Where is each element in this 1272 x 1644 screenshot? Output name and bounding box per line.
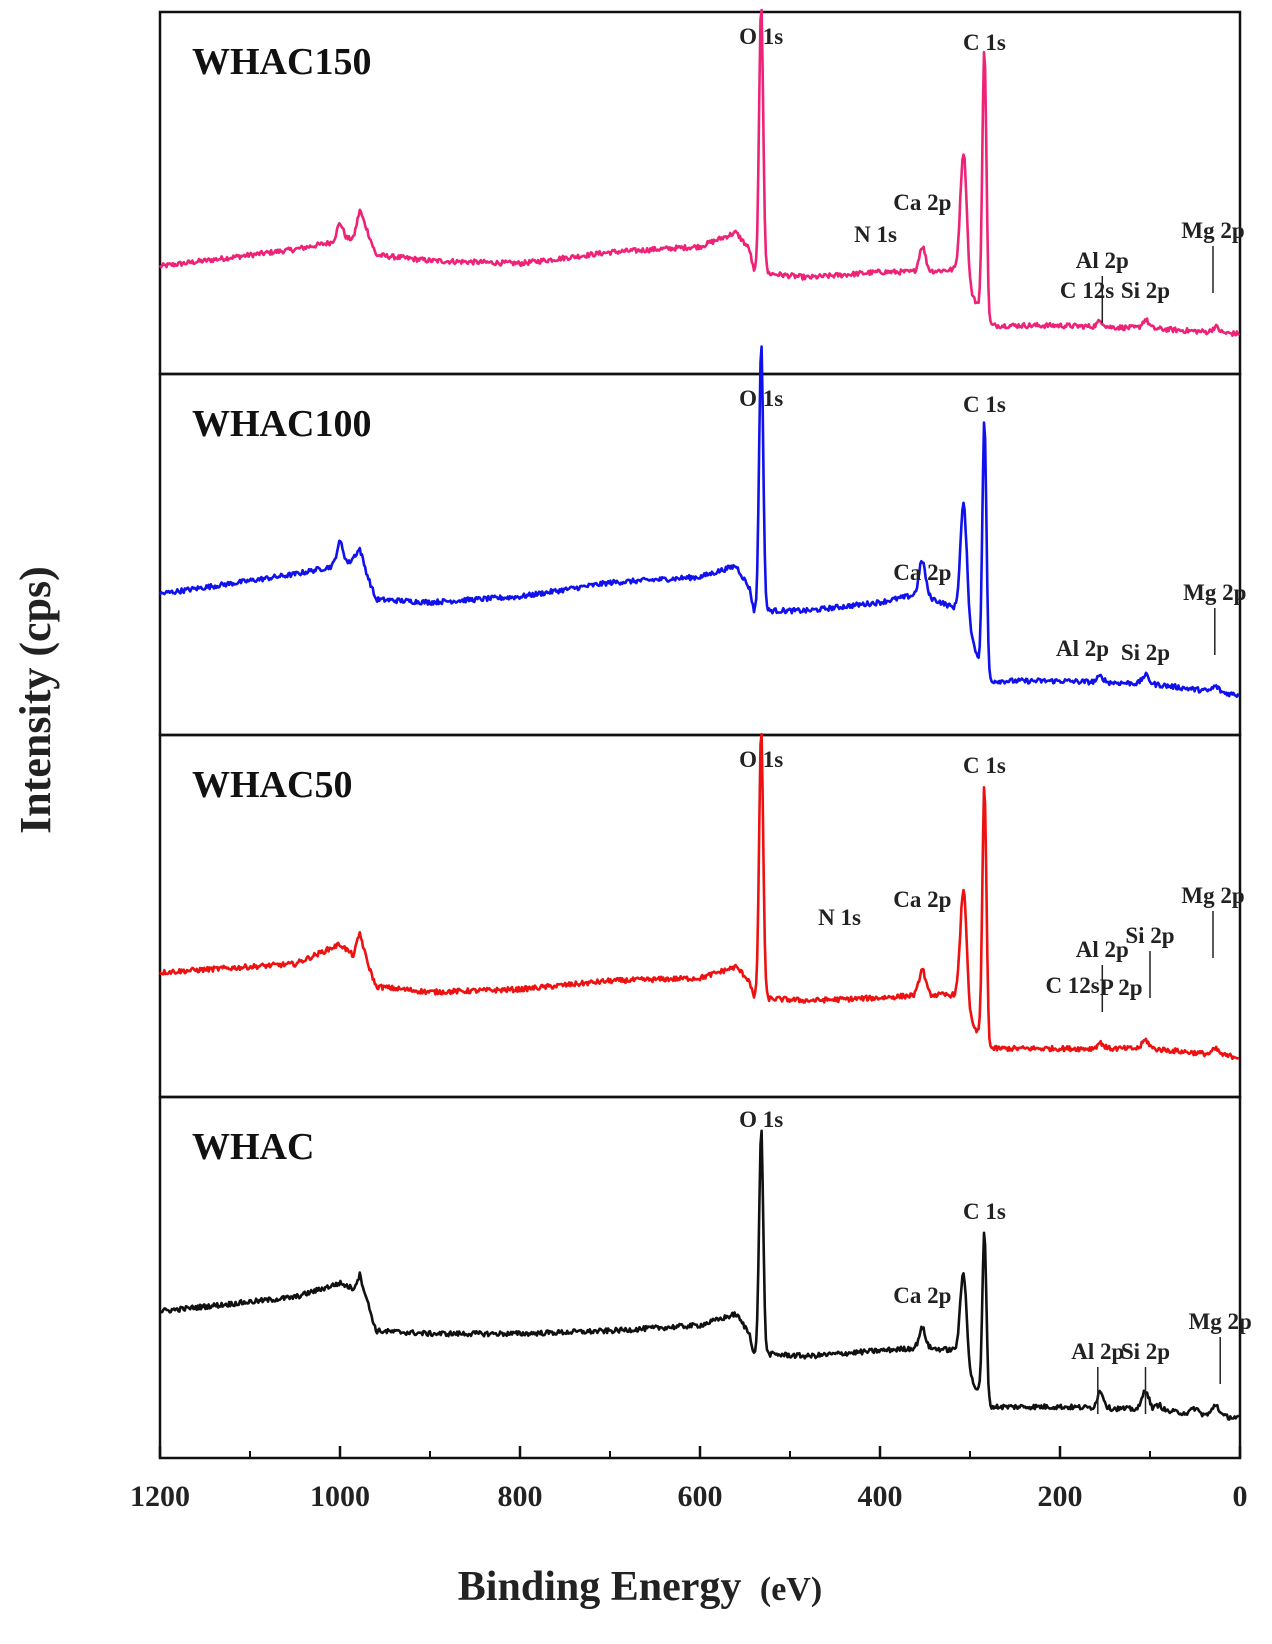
x-axis-title: Binding Energy (eV): [458, 1564, 822, 1610]
x-tick-label: 1000: [310, 1480, 370, 1513]
panel-whac50: WHAC50 O 1s C 1s N 1s Ca 2p Al 2p C 12s Si 2p P …: [158, 732, 1245, 1099]
peak-label: C 1s: [963, 1199, 1006, 1224]
x-tick-label: 600: [678, 1480, 723, 1513]
peak-label: C 1s: [963, 392, 1006, 417]
x-axis-title-unit: (eV): [760, 1571, 822, 1608]
panel-whac150: WHAC150 O 1s C 1s N 1s Ca 2p Al 2p C 12s Si 2p M…: [158, 8, 1245, 376]
peak-label: Ca 2p: [893, 560, 951, 585]
x-tick-label: 800: [498, 1480, 543, 1513]
x-tick-label: 1200: [130, 1480, 190, 1513]
peak-label: Si 2p: [1125, 923, 1174, 948]
x-tick-label: 200: [1038, 1480, 1083, 1513]
peak-label: Si 2p: [1121, 1339, 1170, 1364]
peak-label: Ca 2p: [893, 190, 951, 215]
peak-label: Si 2p: [1121, 640, 1170, 665]
peak-label: C 1s: [963, 753, 1006, 778]
x-tick-label: 400: [858, 1480, 903, 1513]
peak-label: O 1s: [739, 386, 783, 411]
peak-label: Al 2p: [1056, 636, 1109, 661]
peak-label: Mg 2p: [1183, 580, 1246, 605]
peak-label: Ca 2p: [893, 887, 951, 912]
peak-label: Al 2p: [1071, 1339, 1124, 1364]
series-line-whac50: [158, 732, 1240, 1061]
x-axis-title-main: Binding Energy: [458, 1564, 742, 1610]
peak-label: Si 2p: [1121, 278, 1170, 303]
peak-label: Ca 2p: [893, 1283, 951, 1308]
panel-label: WHAC: [192, 1126, 314, 1168]
peak-label: C 12s: [1060, 278, 1114, 303]
peak-label: O 1s: [739, 1107, 783, 1132]
peak-label: Al 2p: [1076, 937, 1129, 962]
panels: WHAC150 O 1s C 1s N 1s Ca 2p Al 2p C 12s Si 2p M…: [158, 8, 1252, 1460]
peak-label: N 1s: [854, 222, 897, 247]
peak-label: Mg 2p: [1189, 1309, 1252, 1334]
x-axis: 1200 1000 800 600 400 200 0: [130, 1446, 1248, 1513]
peak-label: P 2p: [1100, 975, 1143, 1000]
peak-label: O 1s: [739, 747, 783, 772]
peak-label: N 1s: [818, 905, 861, 930]
panel-label: WHAC50: [192, 764, 352, 806]
panel-label: WHAC100: [192, 403, 371, 445]
x-tick-label: 0: [1233, 1480, 1248, 1513]
panel-label: WHAC150: [192, 41, 371, 83]
series-line-whac100: [158, 345, 1241, 698]
peak-label: Mg 2p: [1181, 218, 1244, 243]
series-line-whac: [159, 1129, 1240, 1421]
y-axis-title: Intensity (cps): [11, 566, 60, 834]
peak-label: Al 2p: [1076, 248, 1129, 273]
peak-label: C 12s: [1045, 973, 1099, 998]
peak-label: O 1s: [739, 24, 783, 49]
series-line-whac150: [158, 8, 1241, 337]
peak-label: Mg 2p: [1181, 883, 1244, 908]
peak-label: C 1s: [963, 30, 1006, 55]
